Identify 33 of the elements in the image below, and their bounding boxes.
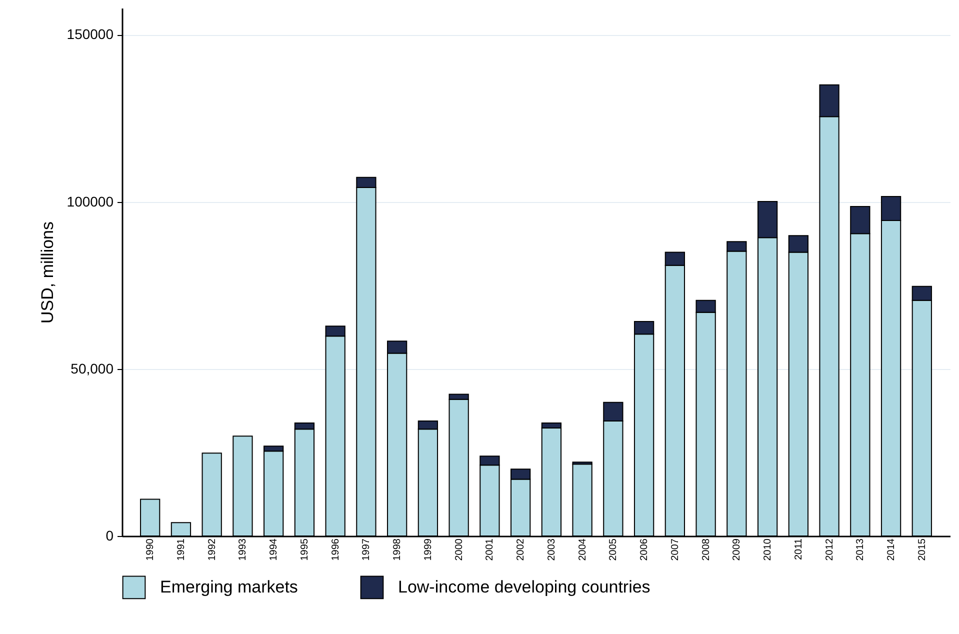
x-tick-label: 1995 <box>299 538 310 561</box>
y-tick-label: 0 <box>106 528 114 544</box>
x-tick-label: 2011 <box>793 538 804 560</box>
x-tick-label: 2007 <box>670 538 681 561</box>
x-tick-label: 1992 <box>206 538 218 561</box>
x-tick-label: 2001 <box>484 538 496 561</box>
x-tick-label: 2014 <box>886 538 898 561</box>
legend-label: Low-income developing countries <box>398 577 650 596</box>
x-tick-label: 2013 <box>855 538 866 561</box>
x-tick-label: 1993 <box>238 538 249 561</box>
x-tick-label: 2002 <box>516 538 527 561</box>
x-tick-label: 2005 <box>608 538 620 561</box>
x-tick-label: 1997 <box>361 538 372 561</box>
y-axis-title: USD, millions <box>38 221 57 324</box>
x-tick-label: 2010 <box>762 538 774 561</box>
x-tick-label: 2006 <box>639 538 650 561</box>
legend-label: Emerging markets <box>160 577 298 596</box>
x-tick-label: 2008 <box>700 538 712 561</box>
x-tick-label: 2004 <box>577 538 588 561</box>
x-tick-label: 1990 <box>145 538 156 561</box>
x-tick-label: 2012 <box>824 538 836 561</box>
x-tick-label: 1998 <box>392 538 404 561</box>
x-tick-label: 1996 <box>330 538 342 561</box>
x-tick-label: 2009 <box>732 538 743 561</box>
y-tick-label: 100000 <box>66 193 114 210</box>
x-tick-label: 1991 <box>176 538 187 561</box>
x-tick-label: 2003 <box>546 538 558 561</box>
x-tick-label: 2000 <box>454 538 465 561</box>
x-tick-label: 1994 <box>268 538 280 561</box>
x-tick-label: 2015 <box>916 538 928 561</box>
y-tick-label: 150000 <box>66 26 114 42</box>
x-tick-label: 1999 <box>422 538 434 561</box>
y-tick-label: 50,000 <box>70 360 114 376</box>
